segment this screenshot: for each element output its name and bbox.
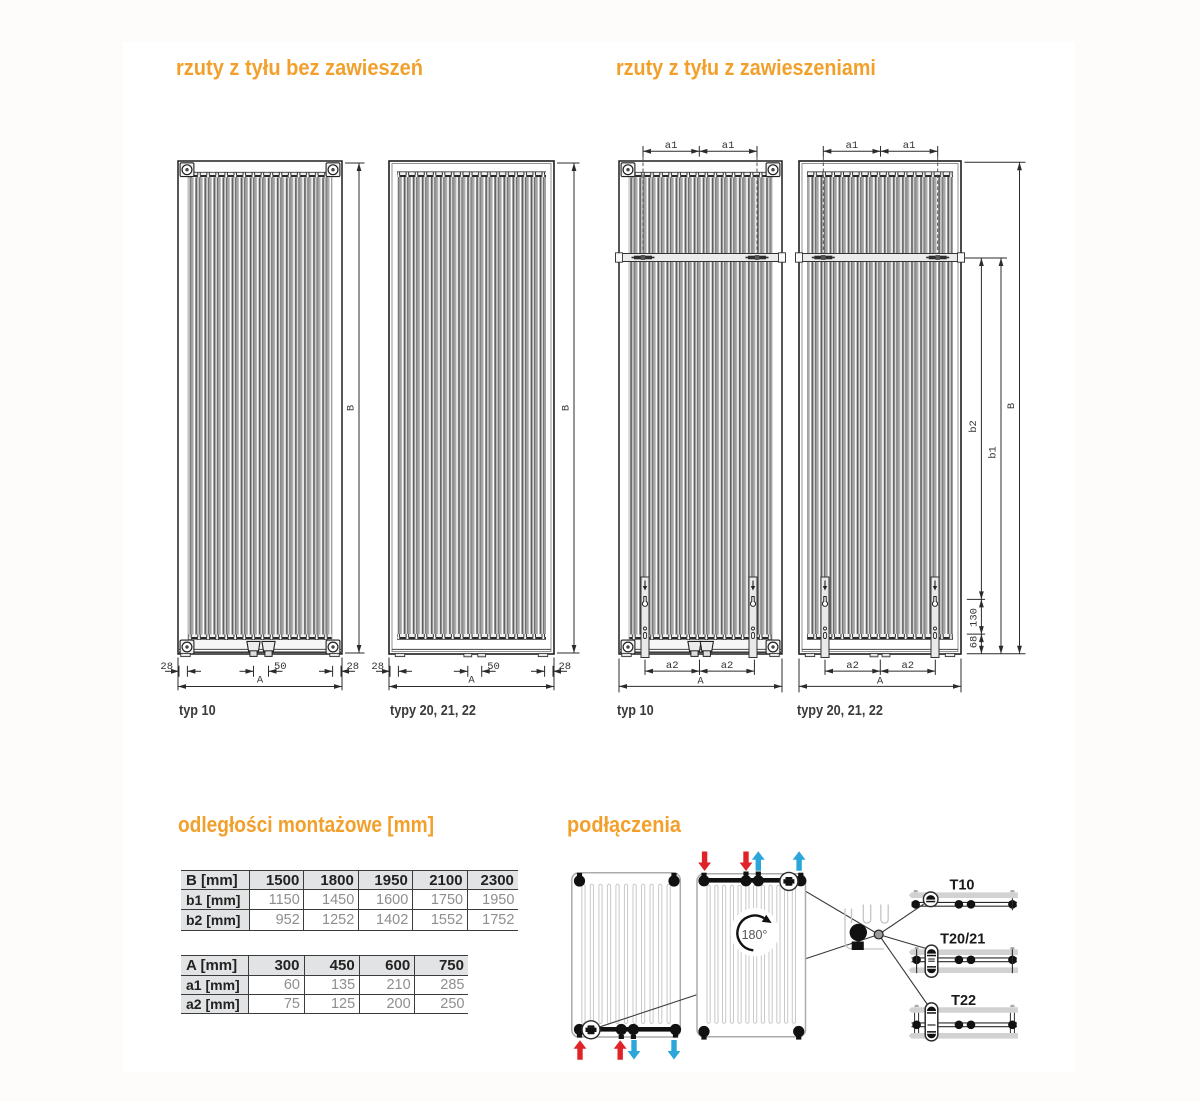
svg-text:A: A xyxy=(697,675,704,687)
svg-text:T22: T22 xyxy=(951,993,976,1009)
svg-text:28: 28 xyxy=(160,661,173,673)
svg-text:28: 28 xyxy=(371,661,384,673)
svg-text:a2: a2 xyxy=(666,660,679,672)
svg-text:b2: b2 xyxy=(968,420,980,433)
svg-text:180°: 180° xyxy=(742,928,768,942)
svg-text:a1: a1 xyxy=(903,140,916,152)
svg-text:A: A xyxy=(877,675,884,687)
svg-text:T20/21: T20/21 xyxy=(940,931,985,947)
svg-text:130: 130 xyxy=(969,608,981,627)
svg-text:a2: a2 xyxy=(721,660,734,672)
svg-text:a2: a2 xyxy=(846,660,859,672)
svg-text:50: 50 xyxy=(274,661,287,673)
svg-text:28: 28 xyxy=(559,661,572,673)
svg-text:B: B xyxy=(1006,403,1018,409)
svg-text:T10: T10 xyxy=(950,878,975,894)
svg-text:28: 28 xyxy=(347,661,360,673)
svg-text:a2: a2 xyxy=(901,660,914,672)
svg-text:B: B xyxy=(561,405,573,411)
svg-text:68: 68 xyxy=(968,636,980,649)
svg-text:b1: b1 xyxy=(988,446,1000,459)
svg-text:50: 50 xyxy=(487,661,500,673)
svg-text:a1: a1 xyxy=(846,140,859,152)
svg-text:A: A xyxy=(257,675,264,687)
svg-text:A: A xyxy=(468,675,475,687)
svg-text:a1: a1 xyxy=(722,140,735,152)
svg-text:a1: a1 xyxy=(665,140,678,152)
svg-text:B: B xyxy=(346,405,358,411)
